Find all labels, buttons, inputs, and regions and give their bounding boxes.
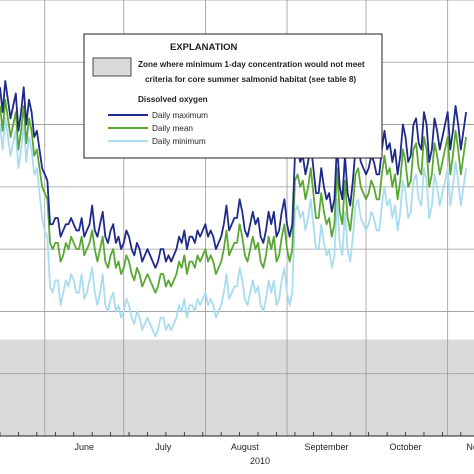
legend-box xyxy=(83,33,383,159)
x-ticks xyxy=(0,432,462,436)
legend-subtitle: Dissolved oxygen xyxy=(138,95,208,104)
legend-zone-text-line2: criteria for core summer salmonid habita… xyxy=(145,75,356,84)
legend-label-daily-maximum: Daily maximum xyxy=(152,111,208,120)
month-label-november: November xyxy=(466,442,474,452)
series-line-daily-maximum xyxy=(0,80,467,269)
month-label-july: July xyxy=(155,442,172,452)
month-labels: June July August September October November xyxy=(75,442,474,452)
series-line-daily-mean xyxy=(0,98,467,294)
month-label-october: October xyxy=(390,442,422,452)
series-line-daily-minimum xyxy=(0,117,467,338)
legend-zone-swatch xyxy=(92,57,132,77)
year-label: 2010 xyxy=(250,456,270,466)
month-label-june: June xyxy=(75,442,95,452)
month-label-august: August xyxy=(231,442,260,452)
legend-zone-text-line1: Zone where minimum 1-day concentration w… xyxy=(138,60,365,69)
legend-label-daily-mean: Daily mean xyxy=(152,124,193,133)
legend-title: EXPLANATION xyxy=(170,42,238,53)
shaded-zone xyxy=(0,339,474,436)
legend: EXPLANATION Zone where minimum 1-day con… xyxy=(83,33,383,159)
month-label-september: September xyxy=(305,442,349,452)
legend-label-daily-minimum: Daily minimum xyxy=(152,137,206,146)
series-group xyxy=(0,80,467,338)
